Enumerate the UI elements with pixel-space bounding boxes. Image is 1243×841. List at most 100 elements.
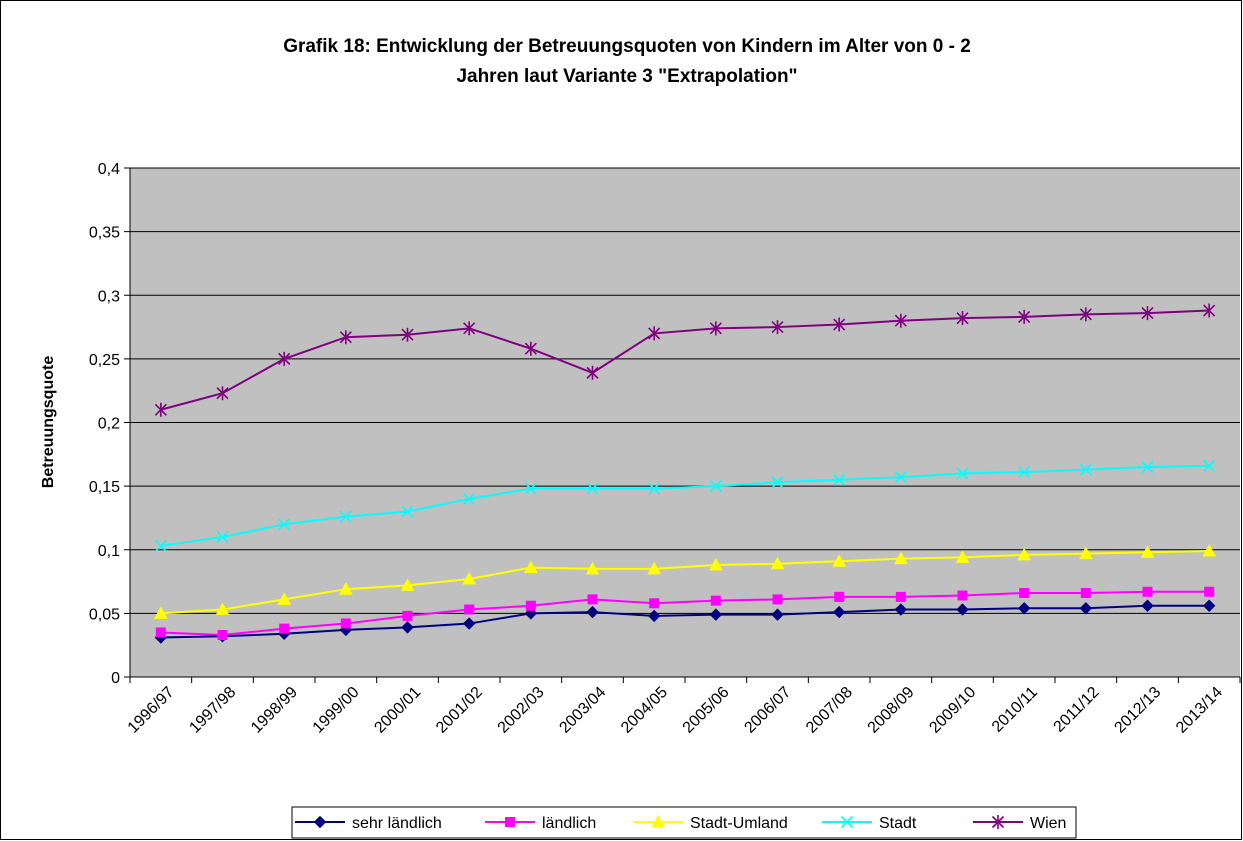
- data-point: [1018, 309, 1031, 324]
- data-point: [1141, 460, 1154, 474]
- data-point: [464, 604, 475, 615]
- data-point: [1203, 459, 1216, 472]
- data-point: [772, 594, 783, 605]
- data-point: [771, 320, 784, 335]
- series-line: [160, 550, 1210, 615]
- legend-label: sehr ländlich: [352, 815, 442, 832]
- data-point: [1203, 303, 1216, 318]
- data-point: [771, 608, 784, 621]
- legend-marker: [651, 814, 665, 828]
- data-point: [401, 505, 414, 518]
- legend-label: ländlich: [542, 815, 596, 832]
- data-point: [956, 311, 969, 326]
- data-point: [586, 605, 599, 619]
- y-tick-label: 0,1: [98, 543, 120, 560]
- data-point: [400, 578, 415, 591]
- data-point: [833, 473, 846, 486]
- data-point: [1204, 586, 1215, 597]
- data-point: [523, 560, 538, 574]
- y-tick-label: 0,35: [89, 225, 120, 242]
- legend-label: Stadt-Umland: [690, 815, 788, 832]
- data-point: [1079, 602, 1093, 615]
- legend: [291, 806, 1077, 839]
- data-point: [278, 351, 291, 366]
- data-point: [338, 582, 353, 595]
- data-point: [894, 471, 907, 484]
- data-point: [462, 571, 477, 585]
- y-tick-label: 0,15: [89, 479, 120, 496]
- y-tick-label: 0: [111, 670, 120, 687]
- data-point: [401, 327, 414, 342]
- data-point: [1202, 543, 1217, 557]
- data-point: [955, 550, 970, 563]
- legend-marker: [840, 815, 854, 829]
- data-point: [957, 590, 968, 601]
- legend-label: Wien: [1030, 815, 1066, 832]
- data-point: [1141, 306, 1154, 321]
- chart-title: Grafik 18: Entwicklung der Betreuungsquo…: [283, 36, 971, 57]
- data-point: [340, 618, 351, 629]
- y-tick-label: 0,4: [98, 161, 120, 178]
- data-point: [278, 518, 291, 531]
- data-point: [956, 467, 969, 480]
- data-point: [525, 600, 536, 611]
- data-point: [154, 539, 167, 552]
- data-point: [279, 623, 290, 634]
- data-point: [771, 476, 784, 489]
- legend-marker: [991, 815, 1005, 829]
- data-point: [648, 482, 661, 495]
- data-point: [647, 609, 661, 623]
- data-point: [1018, 466, 1031, 479]
- data-point: [1079, 463, 1092, 476]
- data-point: [1142, 586, 1153, 597]
- data-point: [402, 610, 413, 621]
- legend-marker: [313, 815, 327, 829]
- series-line: [160, 604, 1210, 639]
- data-point: [834, 591, 845, 602]
- data-point: [709, 608, 723, 621]
- data-point: [770, 556, 785, 570]
- data-point: [339, 510, 352, 523]
- data-point: [710, 595, 721, 606]
- data-point: [832, 605, 846, 619]
- series-line: [160, 590, 1210, 637]
- data-point: [1019, 588, 1030, 599]
- data-point: [894, 603, 908, 616]
- data-point: [1079, 307, 1092, 322]
- data-point: [587, 594, 598, 605]
- data-point: [154, 402, 167, 417]
- data-point: [709, 321, 722, 336]
- data-point: [832, 554, 847, 567]
- legend-marker: [505, 817, 515, 827]
- data-point: [1202, 599, 1216, 612]
- y-tick-label: 0,3: [98, 288, 120, 305]
- data-point: [708, 557, 723, 571]
- data-point: [1017, 602, 1031, 615]
- y-tick-label: 0,05: [89, 606, 120, 623]
- series-line: [160, 309, 1210, 411]
- data-point: [895, 591, 906, 602]
- data-point: [893, 551, 908, 565]
- data-point: [215, 602, 230, 616]
- y-tick-label: 0,25: [89, 352, 120, 369]
- y-tick-label: 0,2: [98, 416, 120, 433]
- data-point: [649, 598, 660, 609]
- data-point: [647, 561, 662, 575]
- data-point: [277, 592, 292, 605]
- data-point: [462, 617, 476, 630]
- data-point: [463, 492, 476, 505]
- data-point: [1017, 547, 1032, 561]
- data-point: [586, 482, 599, 495]
- series-line: [160, 464, 1210, 547]
- data-point: [217, 630, 228, 641]
- data-point: [216, 530, 229, 544]
- data-point: [1080, 588, 1091, 599]
- data-point: [524, 482, 537, 495]
- data-point: [463, 321, 476, 336]
- y-axis-label: Betreuungsquote: [40, 356, 57, 489]
- data-point: [216, 386, 229, 401]
- data-point: [339, 330, 352, 345]
- data-point: [401, 621, 414, 634]
- data-point: [709, 480, 722, 493]
